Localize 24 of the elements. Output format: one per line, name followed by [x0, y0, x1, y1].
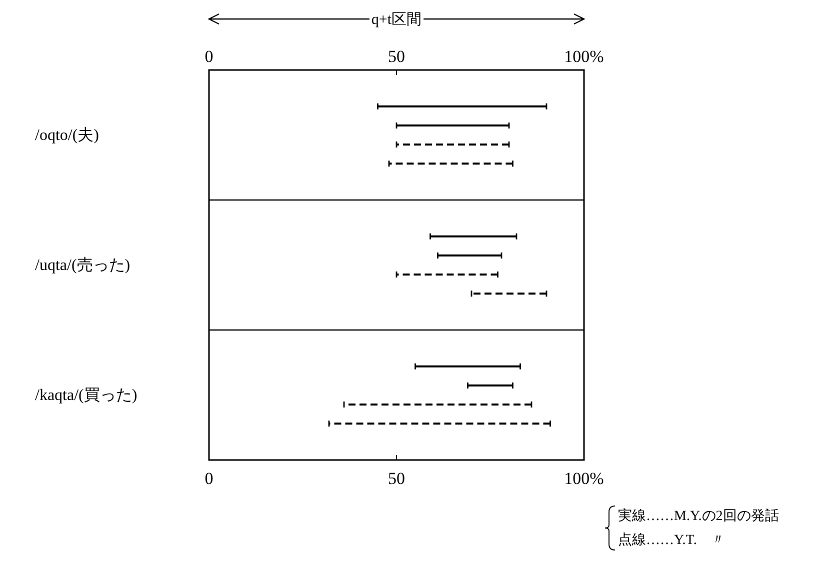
x2-tick-label: 0 — [204, 469, 214, 488]
y-tick-label: /kaqta/(買った) — [35, 387, 138, 404]
x-tick-label: 0 — [204, 47, 214, 66]
bar — [377, 102, 548, 110]
bar — [396, 122, 510, 130]
bar — [328, 420, 551, 428]
bar — [467, 382, 514, 390]
bar — [430, 232, 518, 240]
bar — [388, 160, 514, 168]
x-tick-label: 100% — [564, 47, 604, 66]
bar — [437, 252, 502, 260]
text: 点線……Y.T. 〃 — [618, 532, 725, 548]
bar — [396, 270, 498, 278]
x-axis-title: q+t区間 — [371, 12, 422, 28]
x2-tick-label: 100% — [564, 469, 604, 488]
bar — [414, 362, 521, 370]
bar — [343, 400, 532, 408]
x-tick-label: 50 — [388, 47, 405, 66]
x2-tick-label: 50 — [388, 469, 405, 488]
bar — [470, 290, 548, 298]
bar — [396, 140, 510, 148]
text: 実線……M.Y.の2回の発話 — [618, 508, 779, 524]
y-tick-label: /uqta/(売った) — [35, 256, 130, 274]
y-tick-label: /oqto/(夫) — [35, 126, 99, 144]
